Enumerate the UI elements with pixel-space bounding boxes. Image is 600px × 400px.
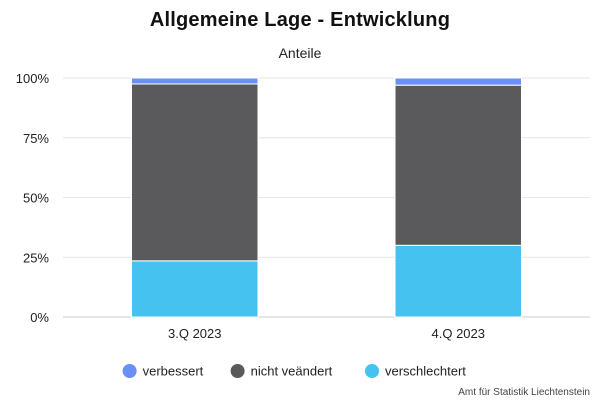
bar-segment-verschlechtert (131, 260, 259, 318)
chart-title: Allgemeine Lage - Entwicklung (150, 9, 450, 31)
credit-text: Amt für Statistik Liechtenstein (458, 387, 590, 398)
bar-segment-nicht-veändert (394, 84, 522, 246)
bar-segment-verbessert (131, 77, 259, 85)
legend-item[interactable]: nicht veändert (230, 364, 333, 379)
chart-subtitle: Anteile (279, 45, 322, 61)
y-tick-label: 100% (16, 71, 50, 86)
x-axis-ticks: 3.Q 2023 4.Q 2023 (168, 326, 485, 341)
legend-item[interactable]: verbessert (122, 364, 204, 379)
bar-segment-verbessert (394, 77, 522, 86)
legend-item[interactable]: verschlechtert (365, 364, 466, 379)
y-tick-label: 50% (23, 191, 49, 206)
legend-marker (230, 364, 245, 378)
y-tick-label: 0% (30, 310, 49, 325)
y-tick-label: 75% (23, 131, 49, 146)
legend-label: verschlechtert (385, 364, 466, 379)
y-axis-ticks: 0% 25% 50% 75% 100% (16, 71, 50, 325)
bar-segment-nicht-veändert (131, 83, 259, 262)
legend-label: nicht veändert (251, 364, 333, 379)
bars (131, 77, 522, 318)
legend-marker (122, 364, 137, 378)
y-tick-label: 25% (23, 250, 49, 265)
bar-segment-verschlechtert (394, 244, 522, 318)
x-tick-label: 3.Q 2023 (168, 326, 222, 341)
legend: verbessert nicht veändert verschlechtert (122, 364, 466, 379)
legend-marker (365, 364, 379, 378)
legend-label: verbessert (143, 364, 204, 379)
x-tick-label: 4.Q 2023 (432, 326, 486, 341)
